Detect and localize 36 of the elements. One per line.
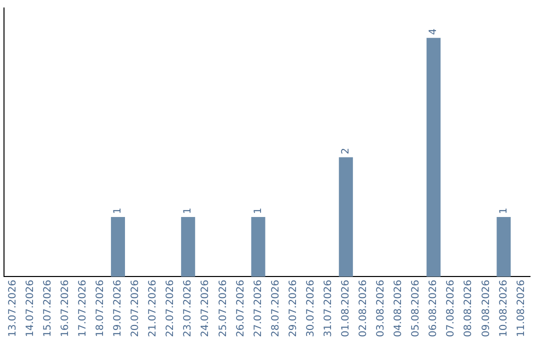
x-tick-label: 29.07.2026 <box>288 280 299 338</box>
x-tick-label: 11.08.2026 <box>516 280 527 338</box>
x-tick-label: 26.07.2026 <box>235 280 246 338</box>
x-tick-label: 27.07.2026 <box>252 280 264 338</box>
x-tick-label: 30.07.2026 <box>305 280 316 338</box>
x-tick-label: 07.08.2026 <box>446 280 457 338</box>
data-label: 1 <box>182 208 194 214</box>
x-tick-label: 15.07.2026 <box>42 280 54 338</box>
x-tick-label: 08.08.2026 <box>463 280 474 338</box>
x-tick-label: 19.07.2026 <box>112 280 124 338</box>
x-tick-label: 16.07.2026 <box>60 280 71 338</box>
x-tick-label: 14.07.2026 <box>24 280 36 338</box>
x-tick-label: 17.07.2026 <box>77 280 88 338</box>
x-tick-label: 04.08.2026 <box>393 280 404 338</box>
x-tick-label: 13.07.2026 <box>7 280 18 338</box>
x-tick-label: 10.08.2026 <box>498 280 510 338</box>
x-tick-label: 21.07.2026 <box>148 280 159 338</box>
x-tick-label: 05.08.2026 <box>410 280 422 338</box>
data-label: 1 <box>112 208 124 214</box>
data-label: 2 <box>340 148 352 154</box>
x-tick-label: 31.07.2026 <box>322 280 334 338</box>
x-tick-label: 22.07.2026 <box>165 280 176 338</box>
x-tick-label: 06.08.2026 <box>428 280 440 338</box>
x-tick-label: 02.08.2026 <box>358 280 370 338</box>
x-tick-label: 23.07.2026 <box>182 280 194 338</box>
x-tick-label: 01.08.2026 <box>340 280 352 338</box>
x-tick-label: 18.07.2026 <box>95 280 106 338</box>
x-tick-label: 09.08.2026 <box>480 280 492 338</box>
data-label: 4 <box>428 28 440 35</box>
data-label: 1 <box>498 208 510 214</box>
x-tick-label: 03.08.2026 <box>376 280 387 338</box>
x-tick-label: 28.07.2026 <box>270 280 282 338</box>
x-tick-label: 24.07.2026 <box>200 280 212 338</box>
x-tick-label: 25.07.2026 <box>218 280 229 338</box>
data-label: 1 <box>252 208 264 214</box>
x-tick-label: 20.07.2026 <box>130 280 142 338</box>
